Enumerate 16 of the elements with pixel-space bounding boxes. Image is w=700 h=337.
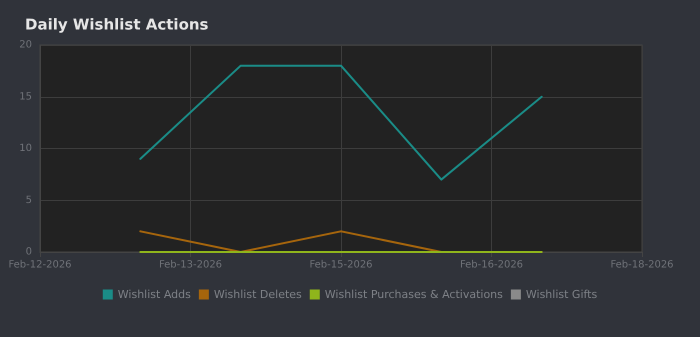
y-tick-label: 20 — [19, 40, 32, 50]
x-tick-label: Feb-16-2026 — [460, 260, 524, 270]
x-tick-label: Feb-12-2026 — [8, 260, 72, 270]
y-tick-label: 10 — [19, 143, 32, 154]
x-tick-label: Feb-18-2026 — [610, 260, 674, 270]
chart-title: Daily Wishlist Actions — [25, 16, 209, 34]
legend-label: Wishlist Deletes — [214, 288, 302, 301]
x-tick-label: Feb-13-2026 — [158, 260, 222, 270]
legend-label: Wishlist Adds — [118, 288, 192, 301]
y-tick-label: 15 — [19, 91, 32, 102]
y-tick-label: 5 — [26, 194, 32, 206]
line-series — [139, 64, 543, 181]
legend-label: Wishlist Purchases & Activations — [324, 288, 504, 301]
x-tick-label: Feb-15-2026 — [309, 260, 373, 270]
y-tick-label: 0 — [26, 246, 32, 258]
legend-label: Wishlist Gifts — [526, 288, 598, 301]
